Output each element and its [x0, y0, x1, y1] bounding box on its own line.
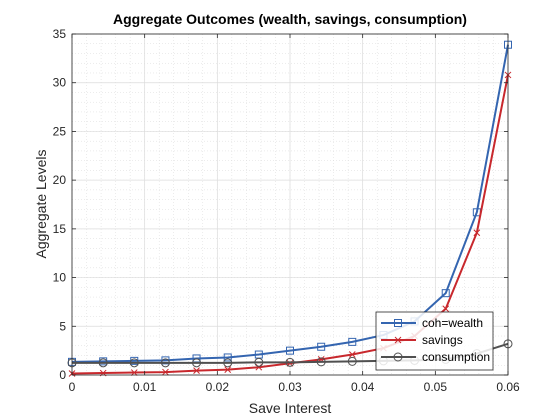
y-tick-label: 10 [53, 271, 67, 285]
series-2-point [348, 351, 356, 358]
y-tick-label: 25 [53, 124, 67, 138]
series-3-point [160, 358, 170, 368]
y-tick-label: 0 [59, 368, 66, 382]
series-3-point [192, 358, 202, 368]
series-3-point [129, 358, 139, 368]
x-tick-label: 0.02 [206, 380, 230, 394]
y-tick-label: 5 [59, 319, 66, 333]
x-tick-label: 0.06 [496, 380, 520, 394]
x-tick-label: 0.01 [133, 380, 157, 394]
legend: coh=wealth savings consumption [375, 311, 494, 371]
x-tick-label: 0.04 [351, 380, 375, 394]
series-1-point [286, 346, 294, 355]
y-tick-label: 15 [53, 222, 67, 236]
series-3-point [316, 357, 326, 367]
legend-swatch-marker [394, 319, 402, 327]
series-2-point [255, 363, 263, 371]
series-1-point [441, 289, 450, 298]
y-tick-label: 35 [53, 27, 67, 41]
y-axis-label: Aggregate Levels [33, 150, 49, 259]
legend-swatch-marker [393, 352, 403, 362]
x-tick-label: 0.05 [424, 380, 448, 394]
series-3-point [223, 358, 233, 368]
series-1-point [348, 337, 357, 346]
legend-label: coh=wealth [422, 316, 483, 330]
tick-labels: 0 0.01 0.02 0.03 0.04 0.05 0.06 0 5 10 15 20 25 30 35 [53, 27, 520, 394]
chart-title: Aggregate Outcomes (wealth, savings, con… [113, 11, 467, 27]
x-axis-label: Save Interest [249, 400, 332, 416]
series-2-point [162, 368, 169, 376]
x-tick-label: 0 [69, 380, 76, 394]
x-tick-label: 0.03 [278, 380, 302, 394]
ticks-layer [71, 33, 509, 376]
series-3-point [98, 358, 108, 368]
series-3-point [347, 356, 357, 366]
series-2-point [224, 366, 232, 373]
y-tick-label: 30 [53, 76, 67, 90]
series-1-point [223, 353, 232, 362]
series-3-point [285, 357, 295, 367]
legend-label: consumption [422, 350, 490, 364]
series-2-point [130, 369, 138, 376]
series-line-1 [71, 44, 509, 363]
series-3-point [254, 357, 264, 367]
series-2-point [442, 305, 450, 313]
legend-label: savings [422, 333, 463, 347]
series-1-point [317, 342, 326, 351]
legend-swatch-marker [394, 336, 402, 344]
series-2-point [473, 229, 481, 237]
y-tick-label: 20 [53, 173, 67, 187]
series-2-point [193, 367, 200, 374]
